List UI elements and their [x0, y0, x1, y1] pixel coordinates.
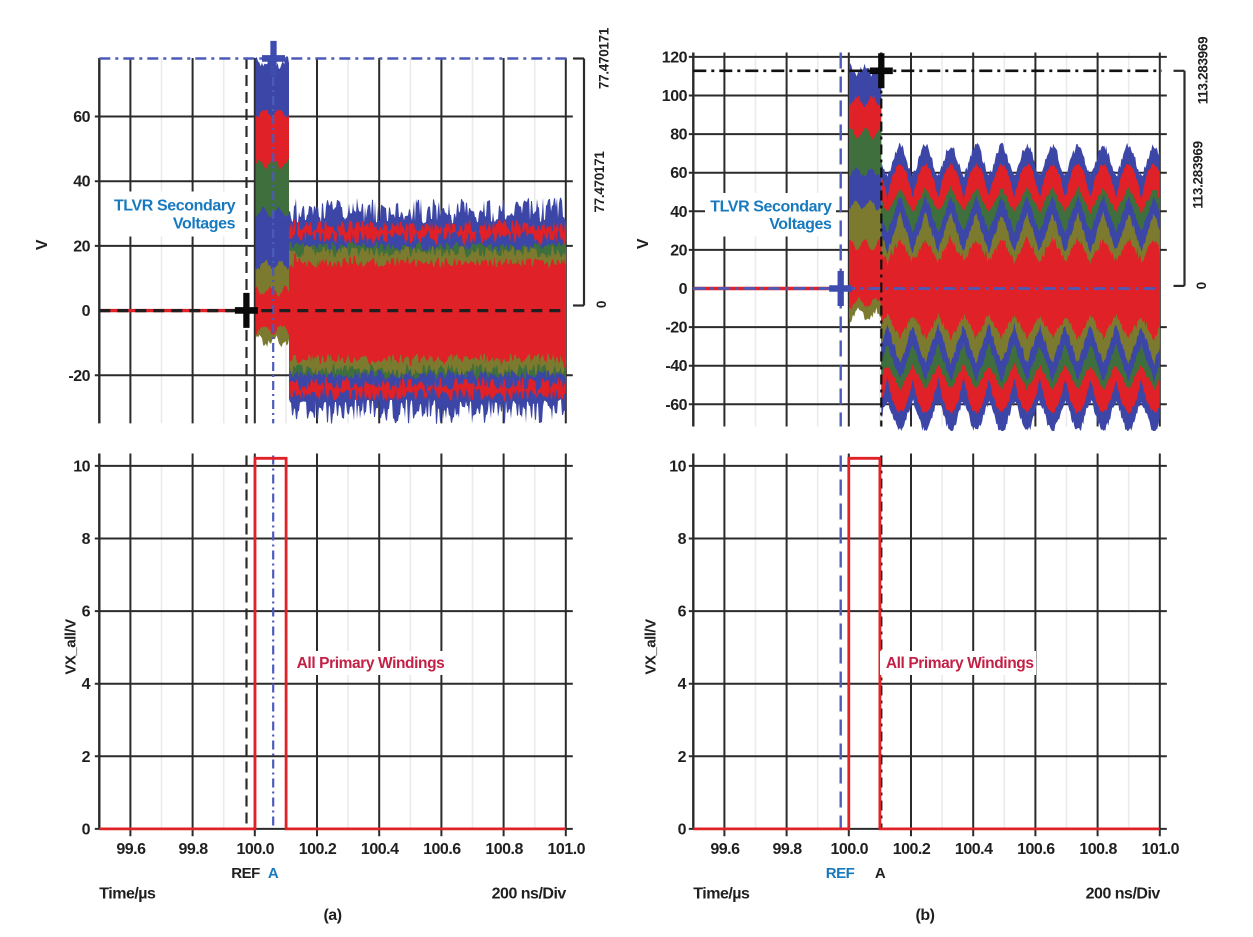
svg-text:-40: -40	[665, 358, 687, 375]
svg-text:20: 20	[670, 242, 687, 259]
svg-text:0: 0	[82, 303, 91, 320]
svg-text:100.8: 100.8	[485, 841, 523, 858]
svg-text:0: 0	[678, 821, 687, 838]
svg-text:100.8: 100.8	[1079, 841, 1117, 858]
svg-text:0: 0	[1194, 282, 1209, 289]
svg-text:113.283969: 113.283969	[1191, 141, 1206, 209]
svg-text:Voltages: Voltages	[173, 215, 236, 232]
svg-text:100.2: 100.2	[893, 841, 931, 858]
svg-text:Voltages: Voltages	[769, 216, 832, 233]
svg-text:(a): (a)	[323, 907, 341, 924]
svg-text:100.4: 100.4	[955, 841, 993, 858]
svg-text:-60: -60	[665, 397, 687, 414]
svg-text:0: 0	[679, 281, 688, 298]
svg-text:10: 10	[73, 458, 90, 475]
svg-text:99.8: 99.8	[773, 841, 803, 858]
svg-text:2: 2	[82, 749, 91, 766]
svg-text:200 ns/Div: 200 ns/Div	[492, 886, 567, 903]
svg-text:Time/µs: Time/µs	[693, 886, 750, 903]
svg-text:120: 120	[662, 49, 688, 66]
svg-text:V: V	[34, 239, 51, 250]
svg-text:77.470171: 77.470171	[597, 27, 612, 89]
svg-text:4: 4	[82, 676, 91, 693]
svg-text:8: 8	[82, 531, 91, 548]
svg-text:40: 40	[73, 174, 90, 191]
svg-text:-20: -20	[665, 320, 687, 337]
svg-text:10: 10	[669, 458, 686, 475]
svg-text:REF: REF	[231, 865, 260, 882]
svg-text:100: 100	[662, 88, 688, 105]
svg-text:77.470171: 77.470171	[592, 151, 607, 213]
svg-text:Time/µs: Time/µs	[99, 886, 156, 903]
svg-text:A: A	[268, 865, 279, 882]
svg-text:60: 60	[670, 165, 687, 182]
svg-text:V: V	[635, 238, 652, 249]
svg-text:100.0: 100.0	[237, 841, 275, 858]
svg-text:VX_all/V: VX_all/V	[63, 619, 80, 675]
svg-text:0: 0	[594, 301, 609, 308]
svg-text:100.6: 100.6	[1017, 841, 1055, 858]
svg-text:100.2: 100.2	[299, 841, 337, 858]
svg-text:101.0: 101.0	[1142, 841, 1180, 858]
svg-text:99.8: 99.8	[179, 841, 209, 858]
svg-text:VX_all/V: VX_all/V	[643, 619, 660, 675]
svg-text:REF: REF	[826, 865, 855, 882]
svg-text:60: 60	[73, 109, 90, 126]
svg-text:100.0: 100.0	[831, 841, 869, 858]
svg-text:4: 4	[678, 676, 687, 693]
svg-text:100.4: 100.4	[361, 841, 399, 858]
svg-text:200 ns/Div: 200 ns/Div	[1086, 886, 1161, 903]
svg-text:-20: -20	[68, 368, 90, 385]
svg-text:TLVR Secondary: TLVR Secondary	[710, 198, 832, 215]
svg-text:A: A	[875, 865, 886, 882]
svg-text:TLVR Secondary: TLVR Secondary	[114, 198, 236, 215]
svg-text:100.6: 100.6	[423, 841, 461, 858]
svg-text:6: 6	[82, 604, 91, 621]
svg-text:113.283969: 113.283969	[1196, 37, 1211, 105]
svg-text:All Primary Windings: All Primary Windings	[297, 655, 445, 672]
svg-text:101.0: 101.0	[548, 841, 586, 858]
svg-text:0: 0	[82, 821, 91, 838]
svg-text:40: 40	[670, 204, 687, 221]
svg-text:99.6: 99.6	[710, 841, 740, 858]
svg-text:(b): (b)	[916, 907, 935, 924]
svg-text:20: 20	[73, 238, 90, 255]
svg-text:2: 2	[678, 749, 687, 766]
svg-text:8: 8	[678, 531, 687, 548]
svg-text:80: 80	[670, 127, 687, 144]
svg-text:6: 6	[678, 604, 687, 621]
svg-text:All Primary Windings: All Primary Windings	[886, 655, 1034, 672]
svg-text:99.6: 99.6	[116, 841, 146, 858]
